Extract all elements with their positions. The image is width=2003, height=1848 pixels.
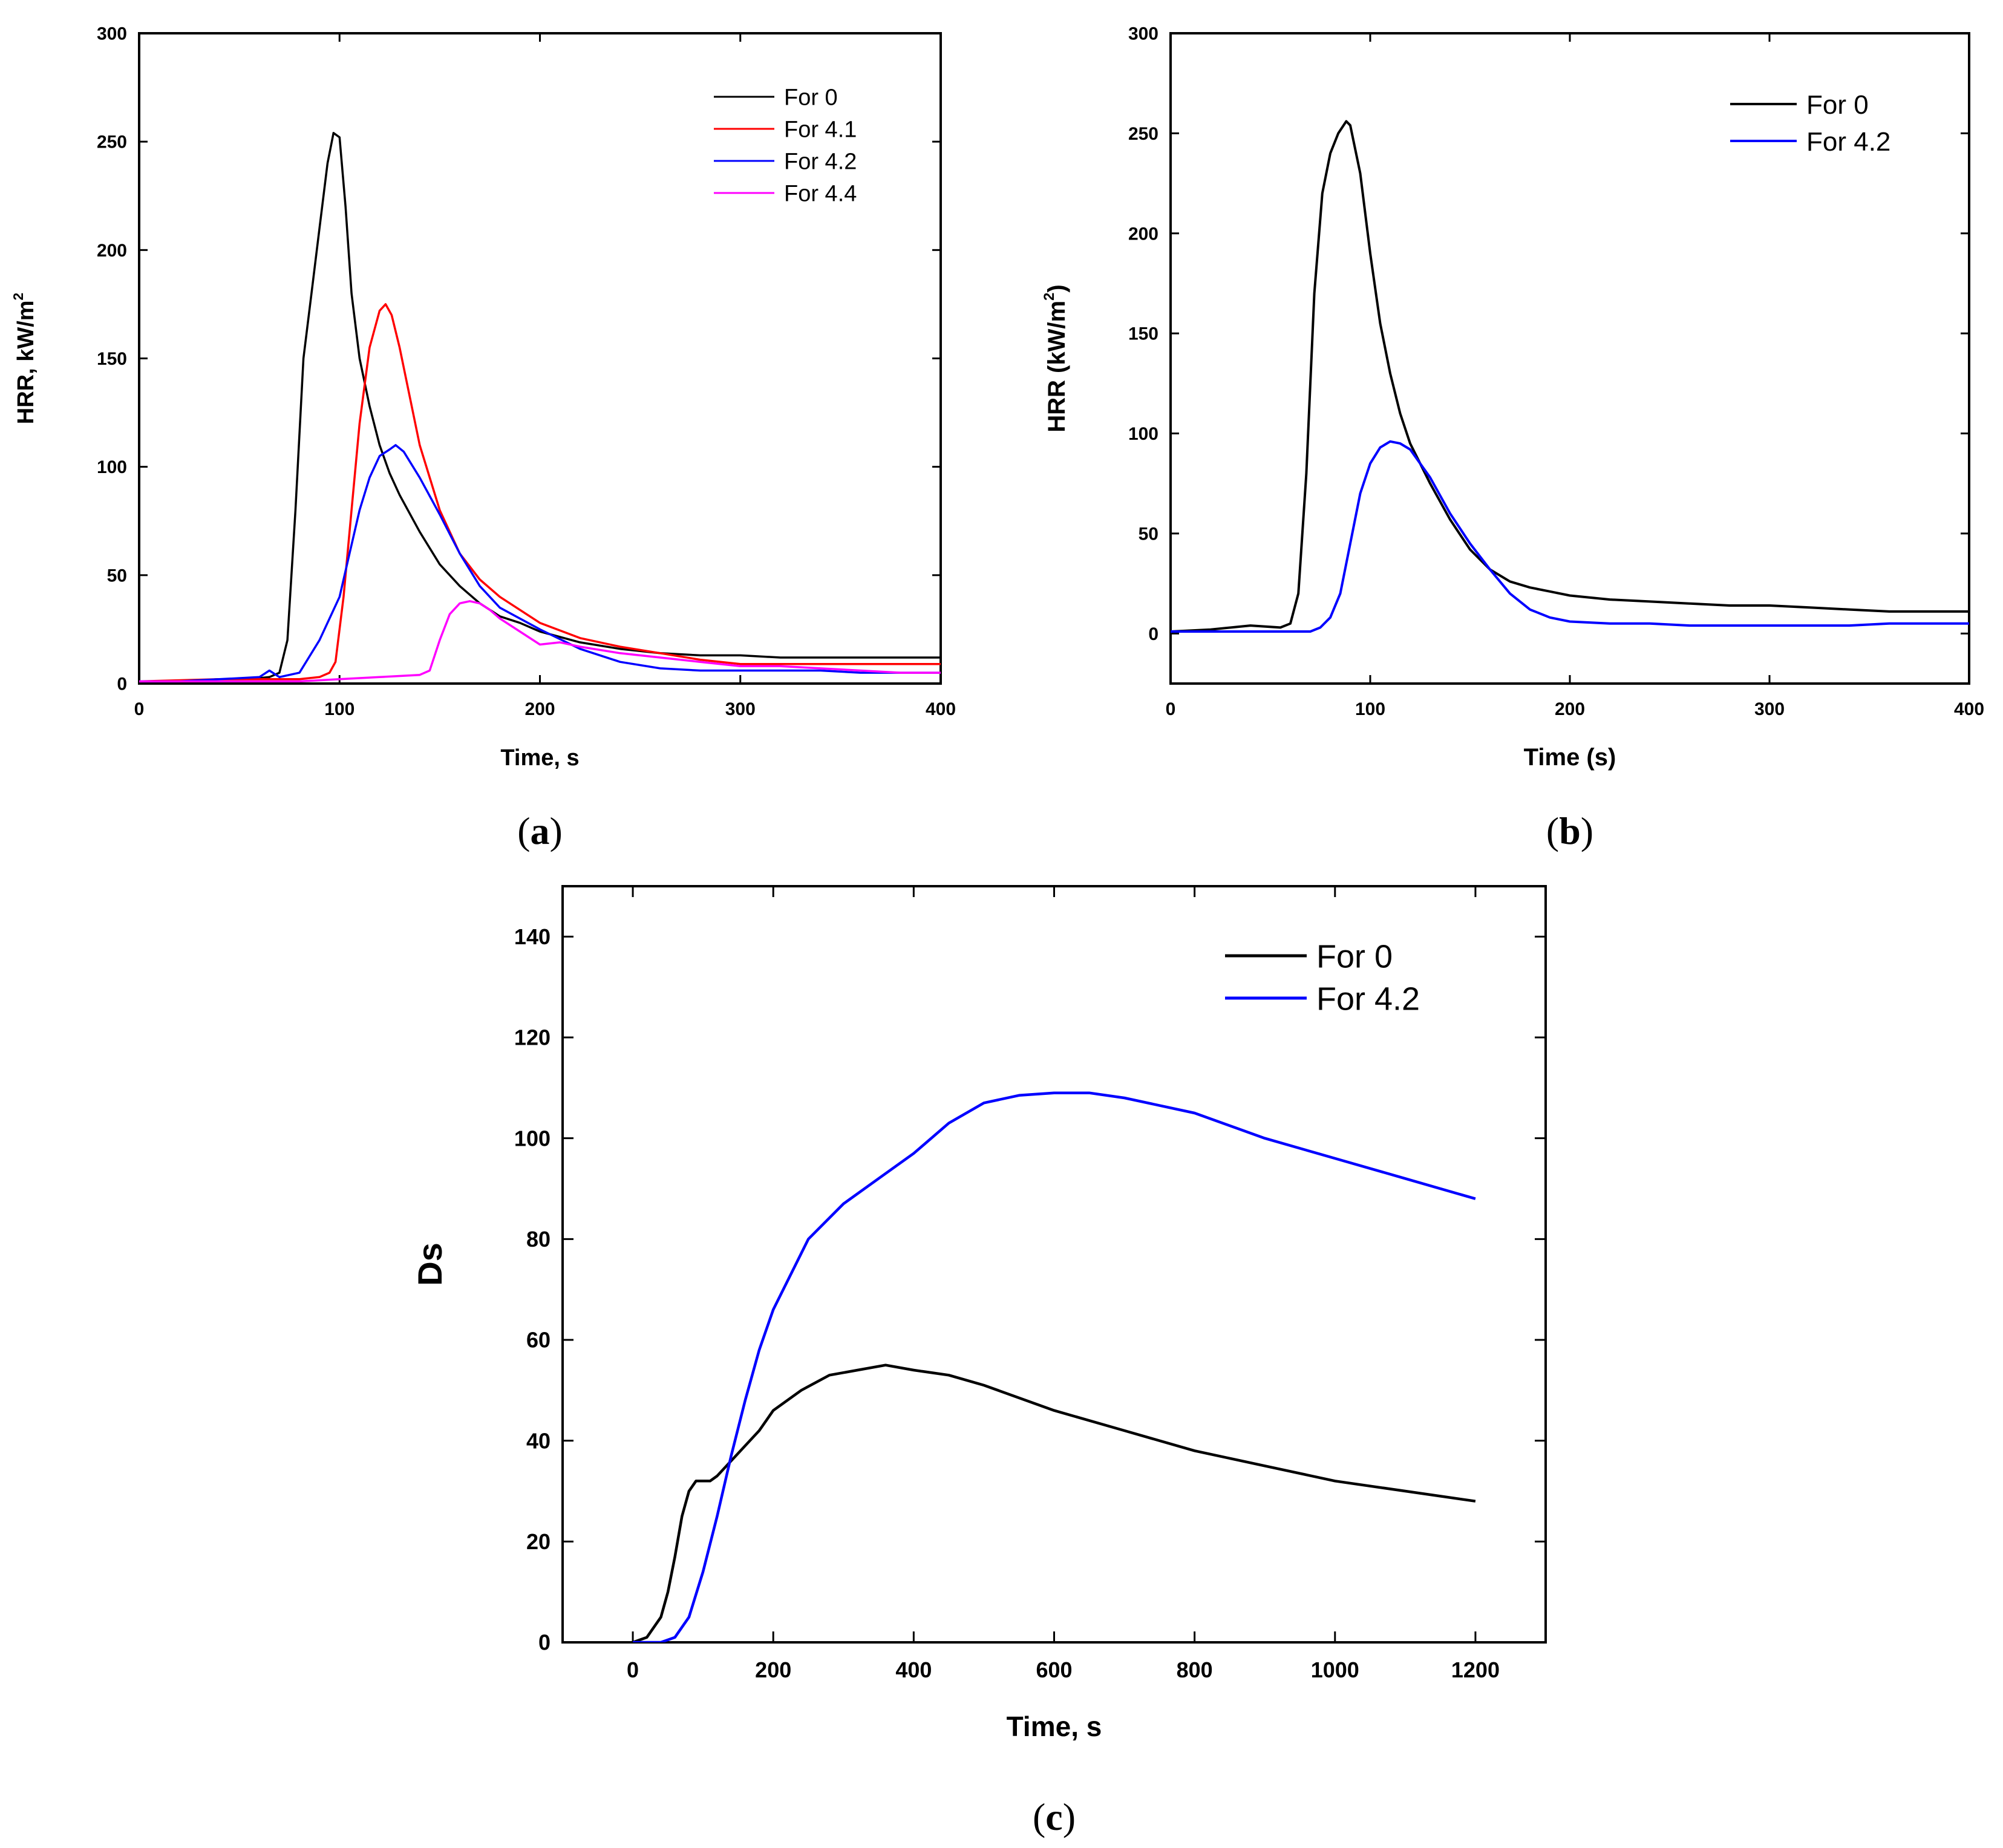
panel-caption-close: ) [550,809,563,852]
series-line-for-0 [632,1363,1476,1642]
y-tick-label: 50 [107,566,127,586]
y-tick-label: 80 [526,1227,551,1252]
panel-caption-letter: c [1045,1795,1062,1838]
series-line-for-4-2 [633,1091,1476,1642]
y-axis-title: HRR (kW/m2) [1041,284,1070,432]
x-tick-label: 400 [895,1657,932,1682]
x-tick-label: 400 [1954,699,1984,719]
y-axis-title-text: HRR, kW/m [13,300,39,424]
panel-caption-open: ( [517,809,530,852]
panel-caption-open: ( [1033,1795,1045,1838]
x-axis-title: Time, s [500,745,579,771]
legend-label: For 4.2 [1316,981,1420,1017]
x-tick-label: 400 [926,699,956,719]
x-tick-label: 0 [134,699,145,719]
panel-caption-close: ) [1063,1795,1076,1838]
series-line-for-4-1 [139,303,941,683]
x-tick-label: 300 [725,699,756,719]
legend-label: For 0 [784,85,838,111]
panel-caption-letter: a [531,809,550,852]
y-axis-title-suffix: ) [1044,284,1070,292]
y-axis-title-text: HRR (kW/m [1044,301,1070,433]
y-axis-title: Ds [411,1242,449,1286]
panel-caption-open: ( [1546,809,1559,852]
legend-label: For 0 [1806,90,1869,120]
y-tick-label: 20 [526,1529,551,1554]
y-tick-label: 40 [526,1428,551,1453]
panel-caption: (c) [1033,1795,1076,1838]
y-axis-title-superscript: 2 [1041,293,1057,301]
legend-label: For 4.4 [784,181,857,207]
y-tick-label: 100 [514,1126,551,1151]
x-tick-label: 0 [1166,699,1176,719]
y-tick-label: 0 [538,1630,551,1655]
legend-label: For 4.2 [1806,127,1890,157]
y-tick-label: 250 [97,132,127,152]
legend-label: For 0 [1316,938,1393,975]
y-tick-label: 300 [97,24,127,44]
panel-b-hrr-chart: 0 100 200 300 400 0 50 100 150 200 250 300 Time (s) H… [1041,24,1984,853]
series-line-for-0 [1171,120,1969,633]
y-tick-label: 250 [1128,124,1158,144]
y-tick-label: 100 [1128,424,1158,444]
y-tick-label: 50 [1139,524,1158,544]
x-tick-label: 200 [755,1657,791,1682]
panel-caption: (a) [517,809,563,852]
y-tick-label: 100 [97,457,127,477]
legend-label: For 4.1 [784,117,857,143]
legend-label: For 4.2 [784,149,857,175]
y-tick-label: 60 [526,1328,551,1353]
series-line-for-4-4 [139,600,941,683]
x-tick-label: 600 [1036,1657,1072,1682]
x-tick-label: 100 [1355,699,1385,719]
x-tick-label: 1000 [1311,1657,1359,1682]
x-tick-label: 200 [524,699,555,719]
y-axis-title-superscript: 2 [10,293,26,301]
series-line-for-0 [139,132,941,683]
y-tick-label: 200 [97,241,127,261]
panel-caption-close: ) [1581,809,1593,852]
series-line-for-4-2 [1171,440,1969,633]
panel-a-hrr-chart: 0 100 200 300 400 0 50 100 150 200 250 300 Time, s HR… [10,24,956,853]
y-tick-label: 120 [514,1025,551,1050]
y-tick-label: 0 [117,674,127,694]
x-tick-label: 300 [1754,699,1785,719]
y-tick-label: 140 [514,924,551,949]
x-tick-label: 1200 [1451,1657,1500,1682]
y-tick-label: 0 [1148,624,1158,644]
y-tick-label: 200 [1128,224,1158,244]
x-tick-label: 0 [627,1657,639,1682]
panel-caption: (b) [1546,809,1593,852]
y-tick-label: 150 [1128,324,1158,344]
y-axis-title-text: Ds [411,1242,449,1286]
x-tick-label: 100 [324,699,355,719]
y-axis-title: HRR, kW/m2 [10,293,39,424]
x-axis-title: Time, s [1007,1711,1102,1742]
x-tick-label: 200 [1555,699,1585,719]
y-tick-label: 300 [1128,24,1158,44]
x-tick-label: 800 [1177,1657,1213,1682]
series-line-for-4-2 [139,444,941,683]
panel-c-ds-chart: 0 200 400 600 800 1000 1200 0 20 40 60 80 100 120 140 T… [411,885,1547,1838]
y-tick-label: 150 [97,349,127,369]
panel-caption-letter: b [1559,809,1581,852]
x-axis-title: Time (s) [1524,744,1616,771]
